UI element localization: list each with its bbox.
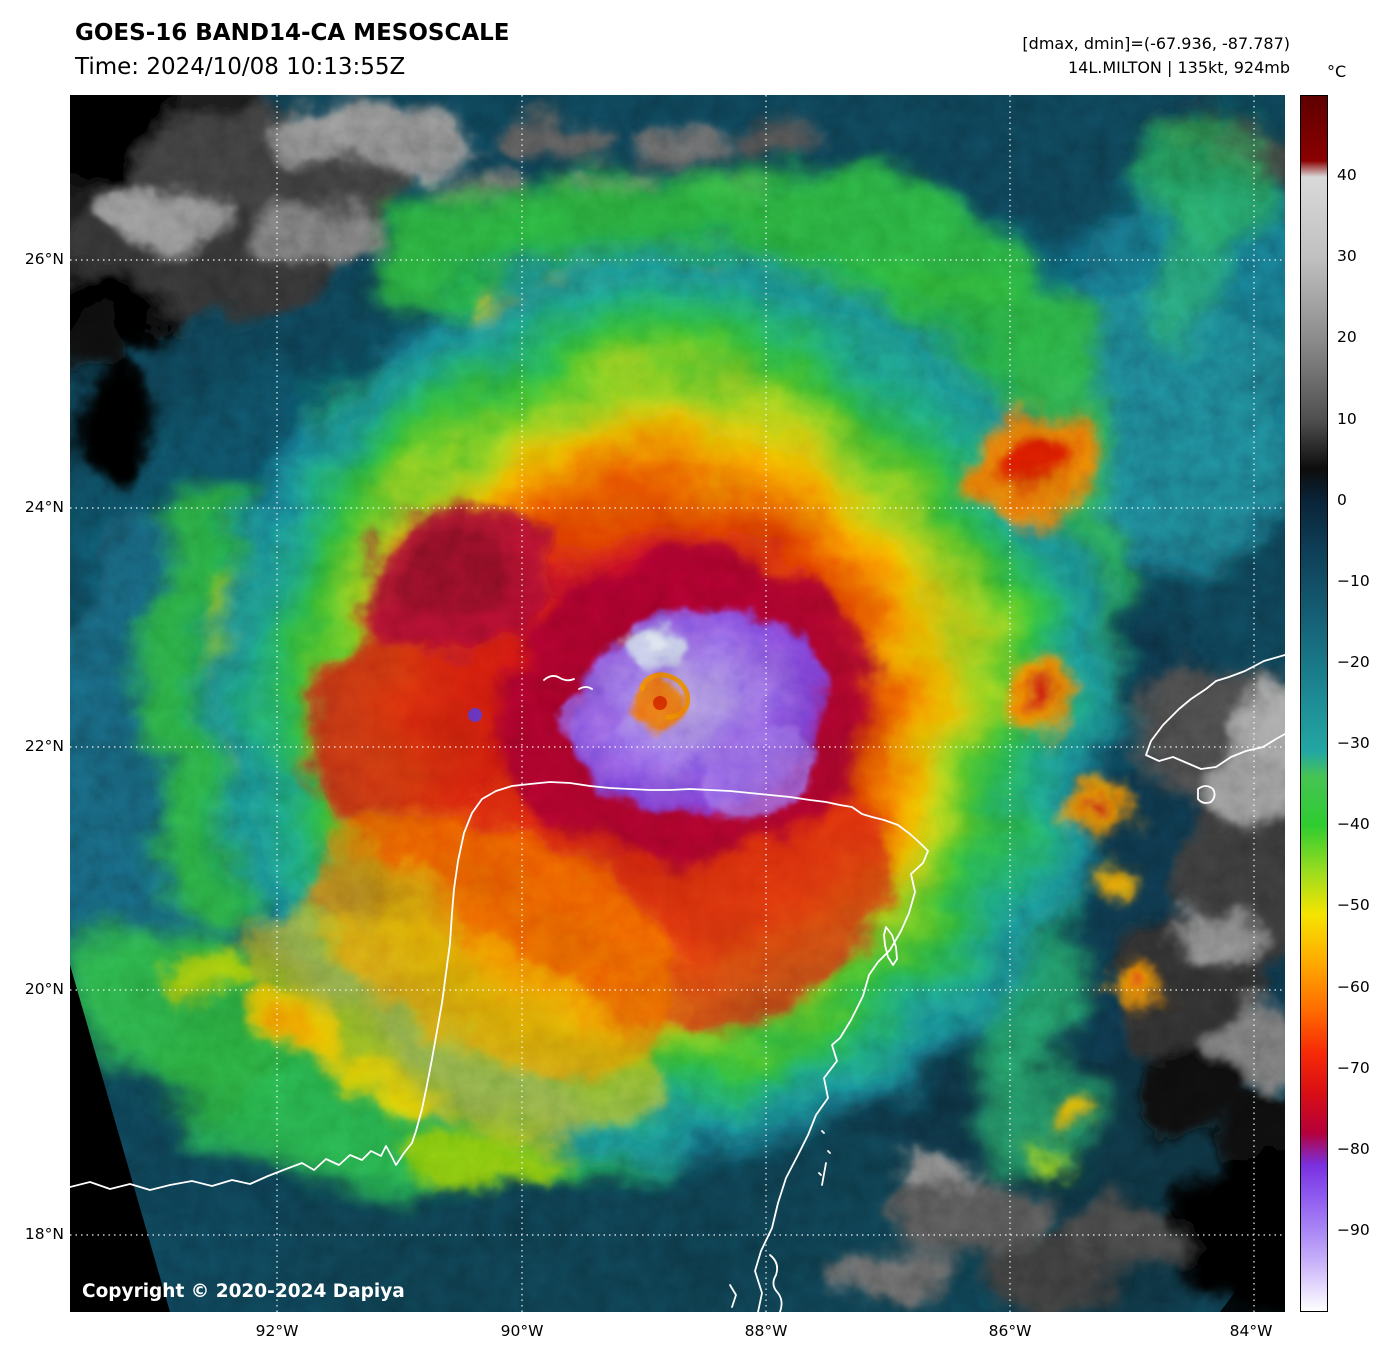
- lon-label-88w: 88°W: [744, 1322, 788, 1340]
- colorbar: [1300, 95, 1328, 1312]
- storm-info: 14L.MILTON | 135kt, 924mb: [1067, 58, 1290, 77]
- colorbar-tick: −90: [1337, 1221, 1370, 1239]
- mottle-texture: [70, 95, 1285, 1312]
- coast-cuba: [1145, 654, 1285, 770]
- copyright: Copyright © 2020-2024 Dapiya: [82, 1281, 405, 1302]
- colorbar-tick: −80: [1337, 1140, 1370, 1158]
- lon-label-92w: 92°W: [255, 1322, 299, 1340]
- coastlines: [70, 654, 1285, 1312]
- colorbar-tick: −40: [1337, 815, 1370, 833]
- colorbar-tick: 20: [1337, 328, 1357, 346]
- colorbar-tick: −20: [1337, 653, 1370, 671]
- lon-label-84w: 84°W: [1229, 1322, 1273, 1340]
- colorbar-tick: 10: [1337, 410, 1357, 428]
- lat-label-22n: 22°N: [24, 737, 64, 755]
- coast-islets: [543, 675, 593, 690]
- coast-honduras: [729, 1254, 783, 1312]
- lat-label-26n: 26°N: [24, 250, 64, 268]
- lon-label-90w: 90°W: [500, 1322, 544, 1340]
- image-timestamp: Time: 2024/10/08 10:13:55Z: [75, 54, 406, 80]
- colorbar-tick: −10: [1337, 572, 1370, 590]
- graticule: [70, 95, 1285, 1312]
- coast-cozumel: [883, 926, 898, 966]
- range-info: [dmax, dmin]=(-67.936, -87.787): [1022, 34, 1290, 53]
- lon-label-86w: 86°W: [988, 1322, 1032, 1340]
- colorbar-tick: 40: [1337, 166, 1357, 184]
- colorbar-tick: 30: [1337, 247, 1357, 265]
- colorbar-tick: −50: [1337, 896, 1370, 914]
- coast-yucatan: [70, 781, 929, 1312]
- sector-edge: [70, 965, 1285, 1312]
- colorbar-tick: 0: [1337, 491, 1347, 509]
- colorbar-tick: −70: [1337, 1059, 1370, 1077]
- lat-label-24n: 24°N: [24, 498, 64, 516]
- satellite-art: [70, 95, 1285, 1312]
- colorbar-unit: °C: [1327, 62, 1347, 81]
- image-title: GOES-16 BAND14-CA MESOSCALE: [75, 20, 510, 46]
- header-right: [dmax, dmin]=(-67.936, -87.787) 14L.MILT…: [1022, 32, 1290, 80]
- lat-label-20n: 20°N: [24, 980, 64, 998]
- satellite-map: Copyright © 2020-2024 Dapiya: [70, 95, 1285, 1312]
- coast-isla-juventud: [1197, 785, 1216, 804]
- coast-belize-cays: [818, 1130, 831, 1186]
- colorbar-tick: −60: [1337, 978, 1370, 996]
- lat-label-18n: 18°N: [24, 1225, 64, 1243]
- colorbar-tick: −30: [1337, 734, 1370, 752]
